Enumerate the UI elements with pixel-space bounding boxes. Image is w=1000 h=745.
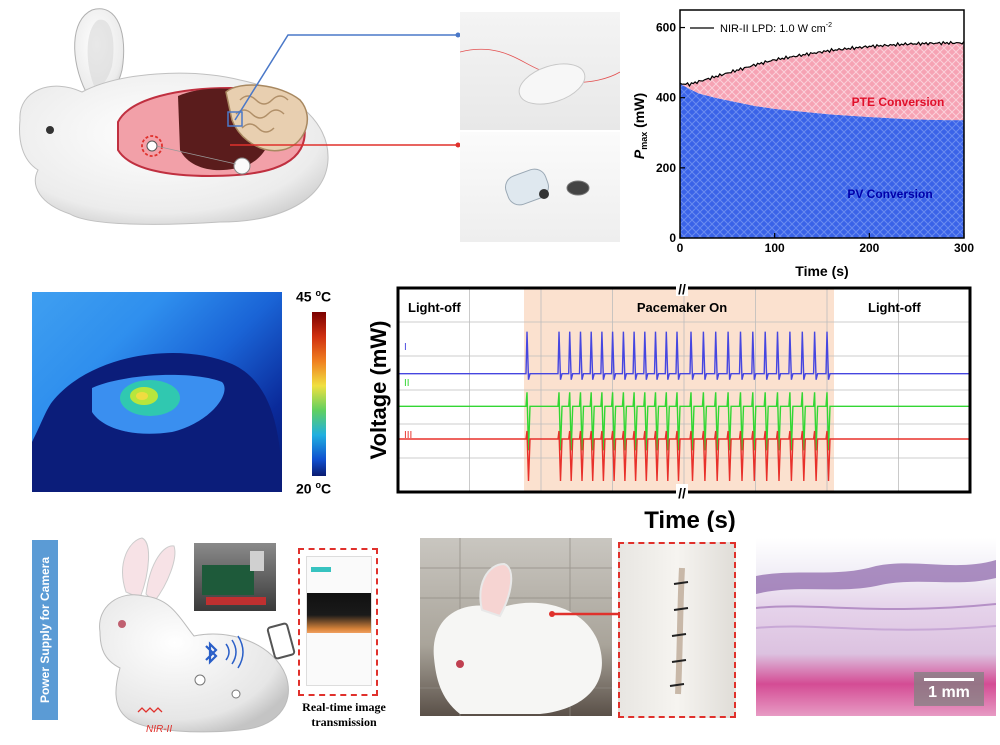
ecg-trace-1 <box>398 331 970 380</box>
ecg-trace-3 <box>398 430 970 482</box>
skin-suture-photo <box>618 542 736 718</box>
phase-label-pacemaker-on: Pacemaker On <box>637 300 727 315</box>
pmax-line <box>679 40 965 88</box>
rabbit-photo <box>420 538 612 716</box>
x-axis-label: Time (s) <box>795 263 848 279</box>
battery-capsule-photo <box>460 132 620 242</box>
plot-frame <box>679 9 965 239</box>
phase-label-light-off-2: Light-off <box>868 300 921 315</box>
phone-screen-capture <box>298 548 378 696</box>
y-tick-label: 0 <box>669 231 676 245</box>
wireless-device-photo <box>460 12 620 130</box>
ecg-chart: // // Light-off Pacemaker On Light-off I… <box>360 282 980 532</box>
svg-text://: // <box>678 485 686 501</box>
connector-lines <box>230 32 461 148</box>
x-tick-label: 300 <box>954 241 974 255</box>
thermal-colorbar <box>312 312 326 476</box>
pv-area <box>680 83 964 238</box>
y-tick-label: 600 <box>656 21 676 35</box>
ecg-trace-2 <box>398 392 970 451</box>
trace-label-ii: II <box>404 378 410 389</box>
sidebar-label: Power Supply for Camera <box>38 556 52 704</box>
x-tick-label: 200 <box>859 241 879 255</box>
thermal-image <box>32 292 282 492</box>
implant-dot <box>194 674 206 686</box>
power-supply-sidebar: Power Supply for Camera <box>32 540 58 720</box>
image-transmission-caption: Real-time image transmission <box>302 700 386 729</box>
trace-label-i: I <box>404 342 407 353</box>
bluetooth-icon <box>205 641 218 665</box>
power-chart: 0 100 200 300 0 200 400 600 NIR-II LPD: 1.0 W c… <box>628 4 986 280</box>
scale-bar-label: 1 mm <box>928 684 970 701</box>
thermal-scale-min: 20 oC <box>296 480 332 497</box>
pte-area <box>680 43 964 121</box>
legend-entry: NIR-II LPD: 1.0 W cm-2 <box>720 22 832 35</box>
camera-setup-photo <box>194 543 276 611</box>
scale-bar: 1 mm <box>914 672 984 706</box>
ecg-x-axis-label: Time (s) <box>644 507 736 532</box>
rabbit-side-illustration: NIR-II <box>60 532 300 742</box>
svg-text://: // <box>678 282 686 297</box>
y-tick-label: 400 <box>656 91 676 105</box>
thermal-scale-max: 45 oC <box>296 288 332 305</box>
histology-image: 1 mm <box>756 538 996 716</box>
pv-region-label: PV Conversion <box>847 187 932 201</box>
pte-region-label: PTE Conversion <box>852 95 945 109</box>
y-axis-label: Pmax (mW) <box>631 93 649 159</box>
implant-device <box>233 157 251 175</box>
x-tick-label: 0 <box>677 241 684 255</box>
trace-label-iii: III <box>404 430 412 441</box>
y-tick-label: 200 <box>656 161 676 175</box>
phase-label-light-off-1: Light-off <box>408 300 461 315</box>
x-tick-label: 100 <box>765 241 785 255</box>
nir-label: NIR-II <box>146 724 172 735</box>
ecg-y-axis-label: Voltage (mW) <box>366 321 391 460</box>
